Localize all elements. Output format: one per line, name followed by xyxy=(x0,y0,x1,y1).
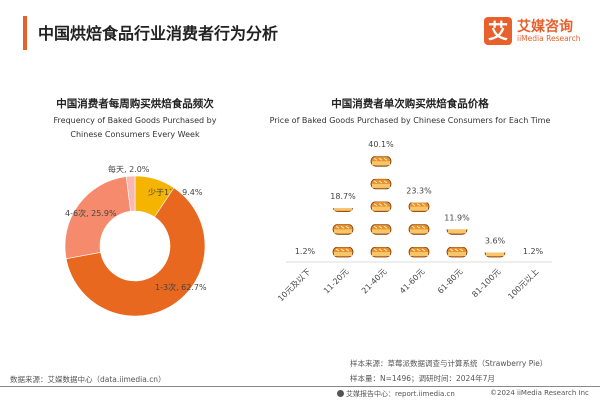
price-pictograph-chart: 1.2% 10元及以下 18.7% 11-20元 40.1% 21-40元 23.3% 41-… xyxy=(276,140,552,303)
page-title: 中国烘焙食品行业消费者行为分析 xyxy=(38,24,279,43)
bread-icon xyxy=(484,252,506,258)
bread-icon xyxy=(446,247,468,258)
x-tick-label-3: 41-60元 xyxy=(398,267,426,295)
price-chart-subtitle: Price of Baked Goods Purchased by Chines… xyxy=(269,116,551,125)
bread-icon xyxy=(370,156,392,167)
data-label-2: 40.1% xyxy=(368,140,394,149)
bread-icon xyxy=(446,229,468,235)
bread-icon xyxy=(408,202,430,212)
bread-icon xyxy=(370,178,392,190)
data-label-4: 11.9% xyxy=(444,213,470,222)
donut-subtitle: Frequency of Baked Goods Purchased by Ch… xyxy=(53,116,217,139)
x-tick-label-1: 11-20元 xyxy=(322,267,350,295)
donut-slice-1 xyxy=(65,187,206,317)
data-label-6: 1.2% xyxy=(523,247,544,256)
x-tick-label-0: 10元及以下 xyxy=(276,267,312,303)
bread-icon xyxy=(408,224,430,235)
logo-text-en: iiMedia Research xyxy=(517,34,581,43)
footer-divider xyxy=(0,386,600,387)
bread-icon xyxy=(408,247,430,258)
data-source: 数据来源：艾媒数据中心（data.iimedia.cn） xyxy=(10,375,166,384)
bread-icon xyxy=(332,247,354,258)
bread-icon xyxy=(332,224,354,235)
donut-chart: 少于1次, 9.4%1-3次, 62.7%4-6次, 25.9%每天, 2.0% xyxy=(64,164,207,317)
data-label-1: 18.7% xyxy=(330,192,356,201)
report-center-icon xyxy=(337,390,344,397)
title-accent-bar xyxy=(23,16,27,50)
bread-icon xyxy=(332,208,354,212)
logo: 艾 艾媒咨询 iiMedia Research xyxy=(484,16,584,48)
copyright: ©2024 iiMedia Research Inc xyxy=(490,389,589,397)
donut-slice-2 xyxy=(64,176,131,260)
logo-mark: 艾 xyxy=(484,17,512,45)
logo-text-cn: 艾媒咨询 xyxy=(517,19,573,35)
x-tick-label-4: 61-80元 xyxy=(436,267,464,295)
report-center: 艾媒报告中心：report.iimedia.cn xyxy=(337,389,455,399)
donut-label-1: 1-3次, 62.7% xyxy=(155,282,207,292)
donut-label-3: 每天, 2.0% xyxy=(108,164,150,174)
donut-label-2: 4-6次, 25.9% xyxy=(65,208,117,218)
data-label-5: 3.6% xyxy=(485,237,506,246)
sample-size: 样本量：N=1496；调研时间：2024年7月 xyxy=(350,374,495,383)
bread-icon xyxy=(370,201,392,212)
sample-source: 样本来源：草莓派数据调查与计算系统（Strawberry Pie） xyxy=(350,359,548,368)
report-center-link[interactable]: 艾媒报告中心：report.iimedia.cn xyxy=(346,390,455,398)
x-tick-label-6: 100元以上 xyxy=(506,267,540,301)
x-tick-label-5: 81-100元 xyxy=(470,267,502,299)
data-label-3: 23.3% xyxy=(406,186,432,195)
data-label-0: 1.2% xyxy=(295,247,316,256)
x-tick-label-2: 21-40元 xyxy=(360,267,388,295)
bread-icon xyxy=(370,224,392,235)
donut-slice-3 xyxy=(125,175,136,212)
donut-title: 中国消费者每周购买烘焙食品频次 xyxy=(56,98,214,110)
bread-icon xyxy=(370,247,392,258)
price-chart-title: 中国消费者单次购买烘焙食品价格 xyxy=(331,98,489,110)
